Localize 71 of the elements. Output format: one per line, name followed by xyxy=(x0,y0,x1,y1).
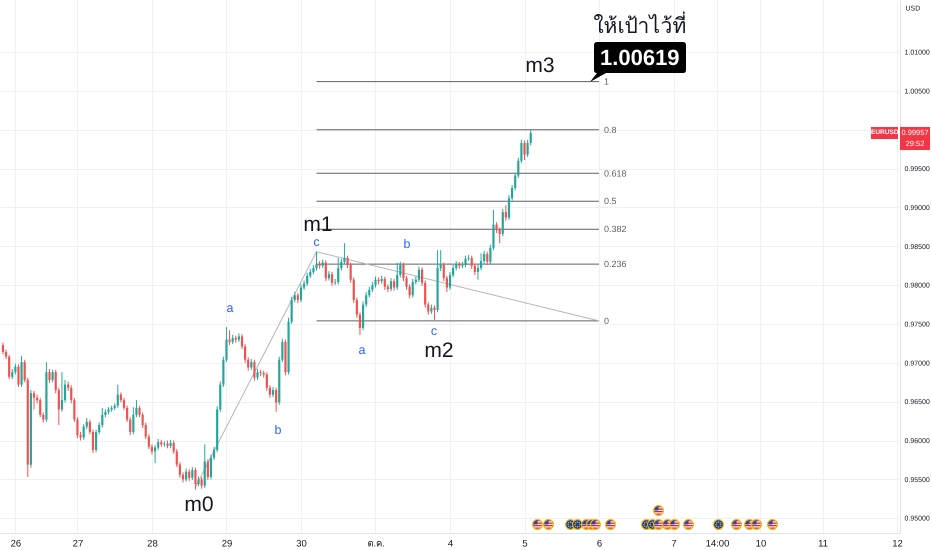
annotation: m0 xyxy=(184,493,214,517)
candlestick xyxy=(275,387,278,412)
series-label: 1 xyxy=(604,76,610,87)
annotation: b xyxy=(404,237,410,251)
annotation: c xyxy=(430,324,438,338)
annotation: b xyxy=(274,423,282,437)
candlestick xyxy=(296,292,299,304)
candlestick xyxy=(228,330,231,346)
x-tick-label: 11 xyxy=(818,538,828,550)
candlestick xyxy=(412,278,414,298)
candlestick xyxy=(48,368,51,384)
candlestick xyxy=(32,390,36,410)
candlestick xyxy=(502,208,504,237)
annotation: c xyxy=(313,235,320,249)
x-tick-label: 10 xyxy=(756,538,766,550)
candlestick xyxy=(337,257,340,285)
annotation: m2 xyxy=(424,339,454,363)
candlestick xyxy=(486,251,488,266)
x-tick-label: 30 xyxy=(296,538,307,550)
candlestick xyxy=(330,271,334,286)
candlestick xyxy=(188,468,190,482)
series-label: 0.5 xyxy=(604,196,617,206)
x-tick-label: 14:00 xyxy=(706,538,730,550)
candlestick xyxy=(17,364,20,388)
annotation: m1 xyxy=(303,213,333,237)
series-label: 0.8 xyxy=(604,124,617,135)
candlestick xyxy=(60,372,64,412)
annotation: ให้เป้าไว้ที่ xyxy=(594,12,687,40)
series-label: 0.382 xyxy=(604,224,627,234)
x-tick-label: 6 xyxy=(596,538,602,550)
candlestick xyxy=(464,255,467,268)
x-tick-label: 27 xyxy=(72,538,84,550)
candlestick xyxy=(253,359,256,382)
series-label: 0.236 xyxy=(604,259,627,270)
candlestick xyxy=(232,334,234,345)
x-tick-label: 29 xyxy=(222,538,232,550)
candlestick xyxy=(315,251,318,271)
candlestick xyxy=(20,355,23,388)
candlestick xyxy=(52,369,54,383)
candlestick xyxy=(306,272,308,286)
candlestick xyxy=(374,276,377,288)
candlestick xyxy=(116,384,119,408)
annotation: a xyxy=(226,301,234,315)
x-tick-label: 12 xyxy=(892,538,903,550)
series-label: 0 xyxy=(604,316,610,326)
series-label: 0.618 xyxy=(604,168,627,178)
annotation: 1.00619 xyxy=(599,44,681,72)
candlestick xyxy=(300,284,302,303)
x-tick-label: 5 xyxy=(522,538,528,550)
annotation: m3 xyxy=(525,54,555,78)
x-tick-label: 4 xyxy=(448,538,454,550)
candlestick xyxy=(2,342,4,355)
candlestick xyxy=(433,304,436,321)
x-tick-label: 26 xyxy=(10,538,22,550)
candlestick xyxy=(194,467,197,490)
candlestick xyxy=(504,204,507,222)
candlestick xyxy=(14,363,16,375)
candlestick xyxy=(384,276,386,290)
x-tick-label: ต.ค. xyxy=(367,538,385,550)
candlestick xyxy=(250,358,252,370)
candlestick xyxy=(191,466,194,481)
candlestick xyxy=(206,458,209,481)
x-tick-label: 28 xyxy=(147,538,158,550)
x-tick-label: 7 xyxy=(671,538,677,550)
candlestick xyxy=(185,468,188,482)
candlestick xyxy=(418,266,420,283)
candlestick xyxy=(396,262,398,290)
annotation: a xyxy=(358,343,366,357)
candlestick xyxy=(324,260,327,282)
candlestick xyxy=(430,304,432,314)
candlestick xyxy=(256,368,259,380)
